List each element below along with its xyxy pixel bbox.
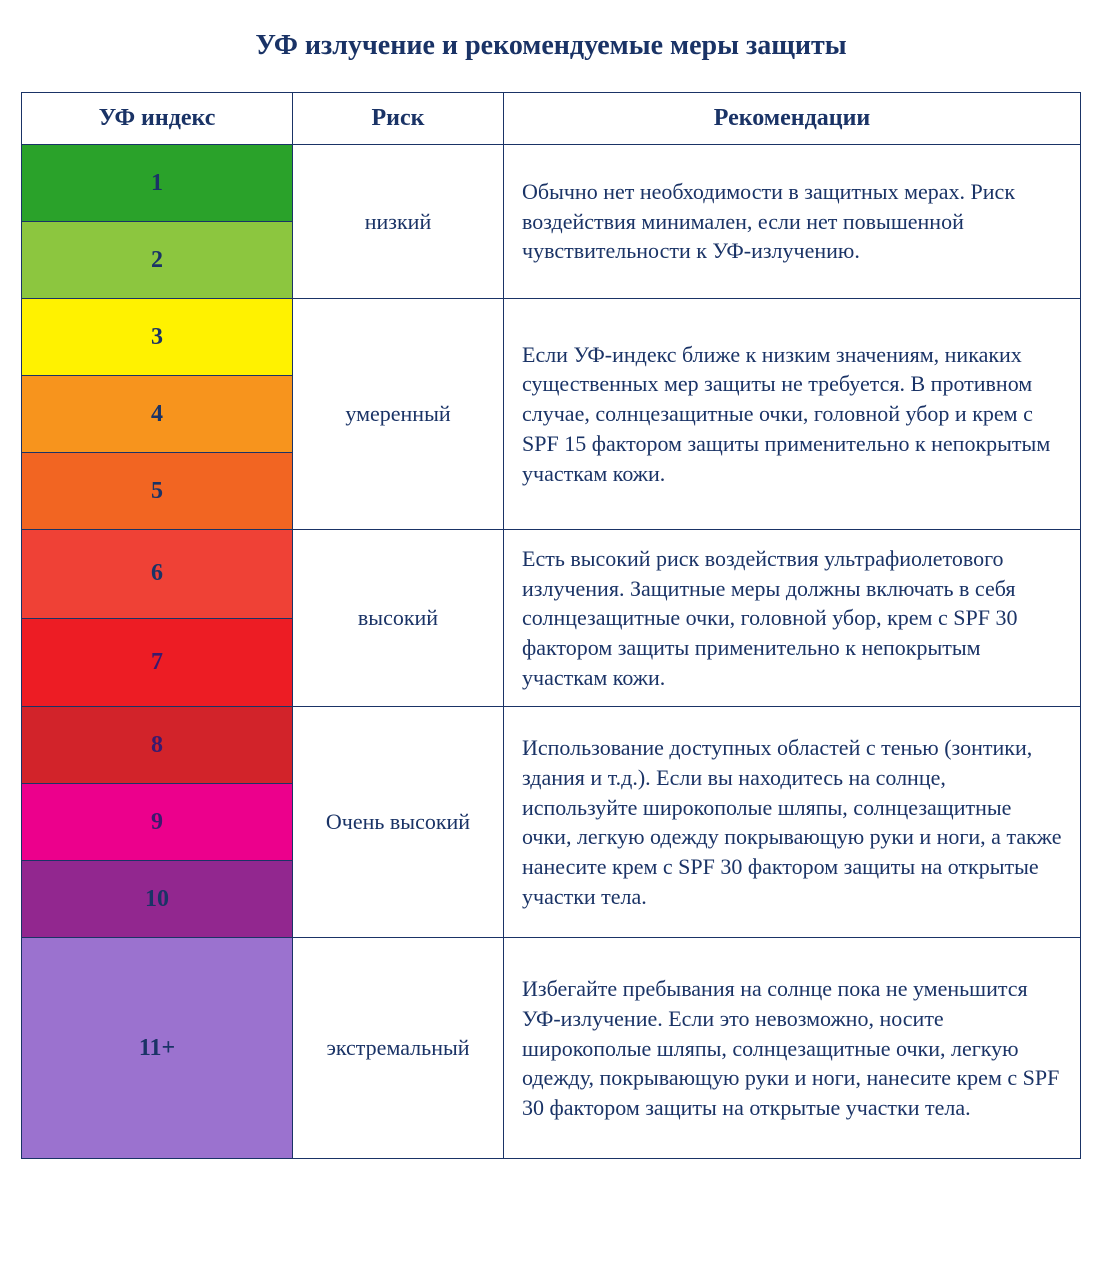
uv-index-cell: 5 bbox=[22, 453, 293, 530]
risk-cell: Очень высокий bbox=[293, 707, 504, 938]
col-header-index: УФ индекс bbox=[22, 93, 293, 145]
uv-table: УФ индекс Риск Рекомендации 1низкийОбычн… bbox=[21, 92, 1081, 1159]
page-title: УФ излучение и рекомендуемые меры защиты bbox=[21, 30, 1081, 62]
table-row: 6высокийЕсть высокий риск воздействия ул… bbox=[22, 530, 1081, 619]
uv-index-cell: 6 bbox=[22, 530, 293, 619]
uv-index-cell: 7 bbox=[22, 618, 293, 707]
uv-index-cell: 8 bbox=[22, 707, 293, 784]
col-header-risk: Риск bbox=[293, 93, 504, 145]
uv-index-cell: 1 bbox=[22, 145, 293, 222]
risk-cell: низкий bbox=[293, 145, 504, 299]
table-row: 8Очень высокийИспользование доступных об… bbox=[22, 707, 1081, 784]
uv-index-cell: 2 bbox=[22, 222, 293, 299]
uv-index-cell: 10 bbox=[22, 861, 293, 938]
recommendation-cell: Избегайте пребывания на солнце пока не у… bbox=[504, 938, 1081, 1159]
table-row: 11+экстремальныйИзбегайте пребывания на … bbox=[22, 938, 1081, 1159]
recommendation-cell: Обычно нет необходимости в защитных мера… bbox=[504, 145, 1081, 299]
table-row: 3умеренныйЕсли УФ-индекс ближе к низким … bbox=[22, 299, 1081, 376]
uv-index-cell: 4 bbox=[22, 376, 293, 453]
risk-cell: экстремальный bbox=[293, 938, 504, 1159]
table-row: 1низкийОбычно нет необходимости в защитн… bbox=[22, 145, 1081, 222]
uv-index-cell: 9 bbox=[22, 784, 293, 861]
recommendation-cell: Если УФ-индекс ближе к низким значениям,… bbox=[504, 299, 1081, 530]
risk-cell: высокий bbox=[293, 530, 504, 707]
uv-index-cell: 3 bbox=[22, 299, 293, 376]
recommendation-cell: Есть высокий риск воздействия ультрафиол… bbox=[504, 530, 1081, 707]
header-row: УФ индекс Риск Рекомендации bbox=[22, 93, 1081, 145]
risk-cell: умеренный bbox=[293, 299, 504, 530]
recommendation-cell: Использование доступных областей с тенью… bbox=[504, 707, 1081, 938]
uv-index-cell: 11+ bbox=[22, 938, 293, 1159]
col-header-recommendations: Рекомендации bbox=[504, 93, 1081, 145]
